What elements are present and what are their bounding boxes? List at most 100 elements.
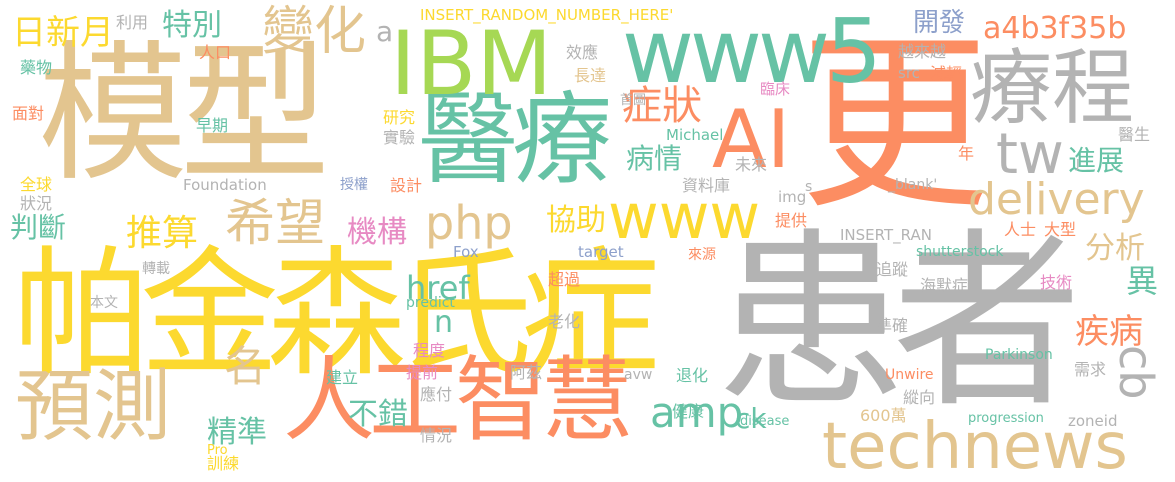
- word-jinzhan: 進展: [1068, 144, 1125, 177]
- word-daxing: 大型: [1044, 220, 1077, 239]
- word-600wan: 600萬: [860, 406, 907, 425]
- word-jishu: 技術: [1040, 273, 1073, 292]
- word-href: href: [406, 269, 470, 307]
- word-bianhua: 變化: [262, 2, 367, 62]
- word-s: s: [805, 179, 813, 195]
- word-zaoqi: 早期: [196, 116, 229, 135]
- word-tigong: 提供: [775, 211, 808, 230]
- word-ibm: IBM: [390, 12, 553, 115]
- word-ming: 名: [224, 342, 267, 391]
- word-www: www: [608, 180, 761, 253]
- word-fenxi: 分析: [1085, 231, 1145, 266]
- word-insert-random: INSERT_RANDOM_NUMBER_HERE': [420, 6, 674, 24]
- word-jibing: 疾病: [1075, 312, 1143, 352]
- word-liaocheng: 療程: [970, 41, 1135, 136]
- word-kaifa: 開發: [913, 8, 966, 38]
- word-zhengzhuang: 症狀: [622, 83, 702, 129]
- word-tiqian: 提前: [406, 363, 439, 382]
- word-a4b3f35b: a4b3f35b: [983, 11, 1127, 46]
- word-n: n: [434, 305, 454, 340]
- word-changda: 長達: [574, 66, 607, 85]
- word-yingfu: 應付: [420, 385, 453, 404]
- word-azi: 阿茲: [510, 363, 543, 382]
- word-unwire: Unwire: [885, 367, 934, 383]
- word-j: J: [1076, 157, 1080, 171]
- word-avw: avw: [624, 367, 653, 383]
- word-jigou: 機構: [347, 215, 407, 250]
- word-xiwang: 希望: [225, 194, 325, 252]
- word-parkinson: Parkinson: [985, 347, 1053, 363]
- word-xunlian: 訓練: [207, 454, 240, 473]
- word-yaowu: 藥物: [20, 58, 53, 77]
- word-technews: technews: [822, 410, 1128, 482]
- word-fox: Fox: [453, 243, 479, 261]
- word-benwen: 本文: [90, 295, 118, 311]
- word-php: php: [425, 196, 513, 250]
- word-jianli: 建立: [326, 368, 359, 387]
- word-zoneid: zoneid: [1068, 412, 1118, 430]
- word-insert-ran: INSERT_RAN: [840, 226, 932, 244]
- word-ck: ck: [735, 402, 767, 435]
- word-zongxiang: 縱向: [903, 388, 936, 407]
- word-xiezhu: 協助: [546, 203, 606, 238]
- word-www5: www5: [622, 0, 882, 103]
- word-zhunque: 準確: [876, 316, 909, 335]
- word-progression: progression: [968, 411, 1044, 426]
- word-ziliaoku: 資料庫: [682, 176, 731, 195]
- word-ai: AI: [712, 93, 791, 186]
- word-weilai: 未來: [735, 155, 768, 174]
- word-linchuang: 臨床: [760, 80, 791, 98]
- word-disease: disease: [740, 414, 790, 429]
- word-yiliao: 醫療: [418, 81, 612, 198]
- word-tuisuan: 推算: [126, 213, 199, 254]
- word-zhuangkuang: 狀況: [20, 194, 53, 213]
- word-zhuizong: 追蹤: [876, 260, 909, 279]
- word-panduan: 判斷: [10, 211, 67, 244]
- word-blank: _blank': [888, 177, 938, 193]
- word-xiaoying: 效應: [566, 43, 599, 62]
- word-jingzhun: 精準: [207, 415, 267, 450]
- word-geng: 更: [800, 14, 991, 235]
- word-pro: Pro: [207, 443, 228, 458]
- word-liyong: 利用: [116, 13, 149, 32]
- word-sheji: 設計: [390, 176, 423, 195]
- word-tebie: 特別: [162, 8, 222, 43]
- word-tw: tw: [996, 122, 1064, 187]
- word-yi: 異: [1126, 262, 1159, 300]
- word-laohua: 老化: [548, 312, 581, 331]
- word-bucuo: 不錯: [348, 397, 408, 432]
- word-miandui: 面對: [12, 104, 45, 123]
- word-chaoguo: 超過: [548, 270, 581, 289]
- word-img: img: [778, 188, 807, 206]
- word-michael: Michael: [666, 126, 724, 144]
- word-yuce: 預測: [15, 362, 172, 452]
- word-quanqiu: 全球: [20, 175, 53, 194]
- word-jianqing: 減輕: [930, 64, 963, 83]
- word-amp: amp: [650, 388, 744, 437]
- word-yisheng: 醫生: [1118, 125, 1151, 144]
- word-shouquan: 授權: [340, 177, 368, 193]
- word-cb: cb: [1109, 345, 1163, 400]
- word-moxing: 模型: [38, 28, 330, 202]
- word-predict: predict: [406, 295, 455, 311]
- word-tuihua: 退化: [676, 366, 709, 385]
- word-xuqiu: 需求: [1074, 360, 1107, 379]
- word-target: target: [578, 243, 624, 261]
- word-shutterstock: shutterstock: [916, 244, 1004, 260]
- word-renshi: 人士: [1004, 220, 1037, 239]
- word-src: src: [898, 64, 920, 82]
- word-zhuanzai: 轉載: [142, 261, 170, 277]
- word-delivery: delivery: [968, 174, 1145, 225]
- word-bingqing: 病情: [626, 142, 683, 175]
- word-ai-zh: 人工智慧: [283, 347, 633, 454]
- word-renkou: 人口: [199, 43, 232, 62]
- word-jiankang: 健康: [672, 402, 705, 421]
- word-parkinson-zh: 帕金森氏症: [13, 233, 660, 395]
- word-nian: 年: [958, 144, 975, 163]
- word-laiyuan: 來源: [688, 247, 716, 263]
- word-a: a: [376, 15, 394, 48]
- word-shoutu: 首圖: [620, 93, 647, 108]
- word-huanzhe: 患者: [716, 212, 1082, 433]
- word-haimozheng: 海默症: [920, 276, 969, 295]
